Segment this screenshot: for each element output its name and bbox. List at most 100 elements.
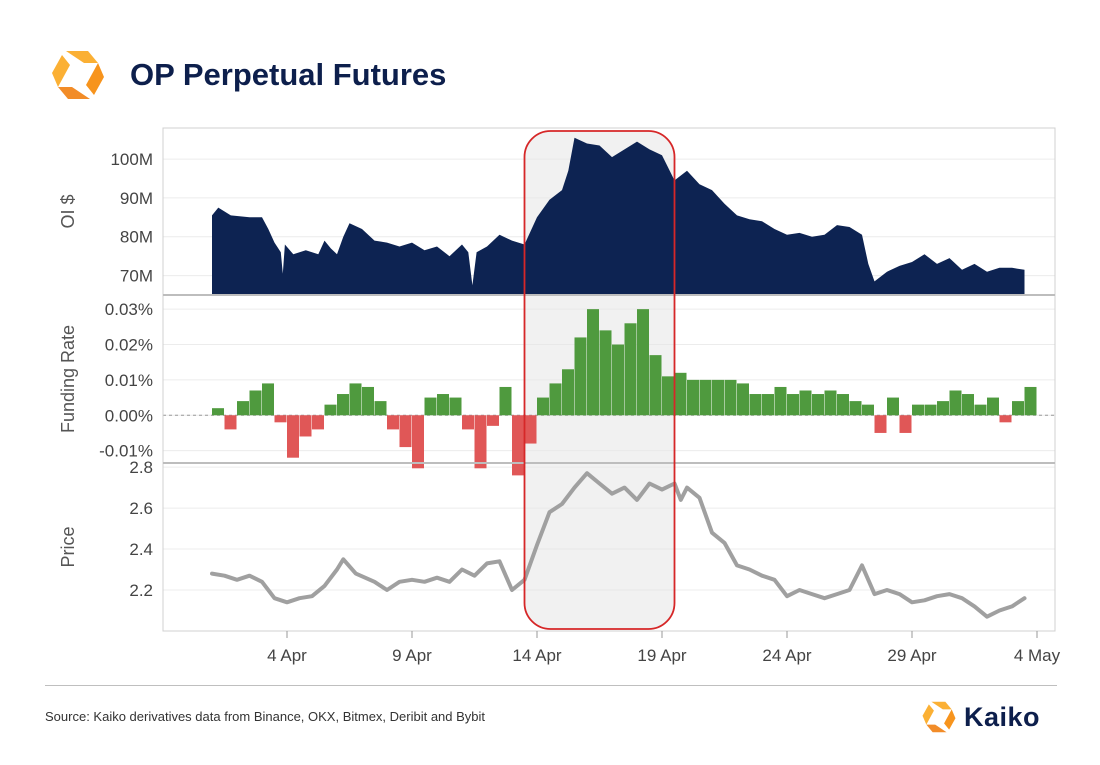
x-tick-label-1: 9 Apr	[392, 646, 432, 665]
funding-bar-23	[499, 386, 512, 416]
price-line-series	[210, 471, 1027, 619]
funding-bar-56	[912, 404, 924, 416]
plot-frame	[162, 127, 1056, 632]
y-axis-label-oi: OI $	[58, 194, 78, 228]
funding-bar-0	[212, 408, 224, 416]
y-tick-label-funding-2: 0.01%	[105, 371, 153, 390]
funding-bar-58	[937, 401, 949, 416]
funding-bar-20	[462, 415, 474, 430]
funding-bar-60	[962, 394, 974, 416]
funding-bar-41	[724, 379, 737, 416]
funding-bar-45	[774, 386, 787, 416]
y-tick-label-funding-3: 0.02%	[105, 336, 153, 355]
funding-bar-28	[562, 369, 574, 416]
x-tick-label-6: 4 May	[1014, 646, 1061, 665]
funding-bar-27	[549, 383, 562, 416]
funding-bar-50	[837, 394, 849, 416]
funding-bar-37	[674, 372, 687, 416]
source-note: Source: Kaiko derivatives data from Bina…	[45, 709, 486, 724]
funding-bar-9	[324, 404, 337, 416]
funding-bar-40	[712, 379, 724, 416]
y-tick-label-oi-1: 80M	[120, 228, 153, 247]
y-tick-label-funding-1: 0.00%	[105, 406, 153, 425]
funding-bar-14	[387, 415, 399, 430]
funding-bar-12	[362, 386, 374, 416]
x-tick-label-3: 19 Apr	[637, 646, 686, 665]
funding-bar-17	[424, 397, 437, 416]
funding-bar-18	[437, 394, 449, 416]
funding-bar-7	[299, 415, 312, 437]
funding-bar-65	[1024, 386, 1037, 416]
funding-bar-36	[662, 376, 674, 416]
funding-bar-64	[1012, 401, 1024, 416]
brand-name: Kaiko	[964, 701, 1041, 732]
funding-bar-3	[249, 390, 262, 416]
funding-bar-22	[487, 415, 499, 426]
y-tick-label-funding-4: 0.03%	[105, 300, 153, 319]
funding-bar-8	[312, 415, 324, 430]
funding-bar-29	[574, 337, 587, 416]
x-tick-label-0: 4 Apr	[267, 646, 307, 665]
funding-bar-35	[649, 355, 662, 416]
funding-bar-38	[687, 379, 699, 416]
footer-divider	[45, 685, 1057, 686]
funding-bar-32	[612, 344, 624, 416]
oi-area-series	[212, 137, 1025, 295]
funding-bar-24	[512, 415, 524, 476]
funding-bar-42	[737, 383, 749, 416]
funding-bar-51	[849, 401, 862, 416]
y-tick-label-price-2: 2.6	[129, 499, 153, 518]
funding-bar-30	[587, 309, 599, 416]
funding-bar-43	[749, 394, 762, 416]
funding-bar-44	[762, 394, 774, 416]
funding-bar-62	[987, 397, 999, 416]
highlight-region-border	[523, 130, 676, 630]
x-tick-label-2: 14 Apr	[512, 646, 561, 665]
funding-bar-53	[874, 415, 887, 433]
y-tick-label-price-0: 2.2	[129, 581, 153, 600]
chart-title: OP Perpetual Futures	[130, 57, 447, 92]
funding-bar-55	[899, 415, 912, 433]
funding-bar-54	[887, 397, 899, 416]
y-tick-label-oi-3: 100M	[110, 150, 153, 169]
y-tick-label-price-3: 2.8	[129, 458, 153, 477]
y-tick-label-funding-0: -0.01%	[99, 442, 153, 461]
funding-bar-47	[799, 390, 812, 416]
x-tick-label-5: 29 Apr	[887, 646, 936, 665]
funding-bar-16	[412, 415, 424, 469]
funding-bar-1	[224, 415, 237, 430]
funding-bar-46	[787, 394, 799, 416]
funding-bar-10	[337, 394, 349, 416]
funding-bar-6	[287, 415, 299, 458]
chart-header: OP Perpetual Futures	[48, 45, 446, 105]
funding-bar-59	[949, 390, 962, 416]
funding-bar-13	[374, 401, 387, 416]
funding-bar-31	[599, 330, 612, 416]
funding-bar-26	[537, 397, 549, 416]
y-axis-label-funding: Funding Rate	[58, 325, 78, 433]
funding-bar-4	[262, 383, 274, 416]
funding-bar-21	[474, 415, 487, 469]
funding-bar-52	[862, 404, 874, 416]
op-perpetual-chart: 70M 80M 90M 100M OI $ -0.01% 0.00% 0.01% 0.02% 0.…	[58, 127, 1061, 665]
funding-bar-19	[449, 397, 462, 416]
funding-bar-63	[999, 415, 1012, 423]
funding-bar-39	[699, 379, 712, 416]
y-tick-label-oi-2: 90M	[120, 189, 153, 208]
funding-bar-57	[924, 404, 937, 416]
funding-bar-48	[812, 394, 824, 416]
brand-mark: Kaiko	[920, 698, 1040, 736]
funding-bar-11	[349, 383, 362, 416]
funding-bar-5	[274, 415, 287, 423]
kaiko-logo-small-icon	[922, 701, 956, 733]
y-tick-label-oi-0: 70M	[120, 267, 153, 286]
funding-bar-34	[637, 309, 649, 416]
funding-bar-2	[237, 401, 249, 416]
x-tick-label-4: 24 Apr	[762, 646, 811, 665]
funding-bar-33	[624, 323, 637, 416]
funding-bar-15	[399, 415, 412, 448]
funding-bar-61	[974, 404, 987, 416]
y-axis-label-price: Price	[58, 526, 78, 567]
y-tick-label-price-1: 2.4	[129, 540, 153, 559]
kaiko-logo-icon	[52, 51, 104, 99]
